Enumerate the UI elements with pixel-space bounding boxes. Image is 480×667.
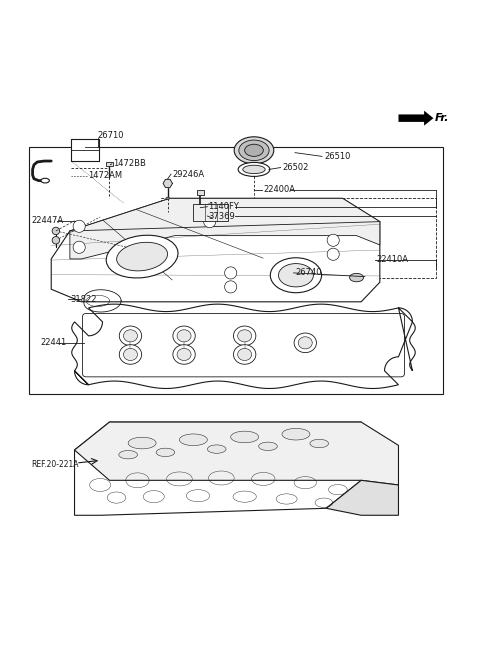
Ellipse shape	[243, 165, 265, 173]
Ellipse shape	[282, 428, 310, 440]
Circle shape	[73, 220, 85, 232]
Ellipse shape	[238, 163, 270, 176]
Polygon shape	[74, 422, 361, 516]
Ellipse shape	[119, 345, 142, 364]
Ellipse shape	[180, 434, 207, 446]
Ellipse shape	[233, 345, 256, 364]
Polygon shape	[398, 111, 433, 125]
Text: 29246A: 29246A	[172, 169, 204, 179]
Polygon shape	[74, 422, 398, 485]
Text: 26502: 26502	[282, 163, 308, 172]
Ellipse shape	[238, 329, 252, 342]
Ellipse shape	[294, 333, 316, 353]
Text: 26510: 26510	[324, 152, 350, 161]
Text: 22410A: 22410A	[376, 255, 408, 264]
Text: 26740: 26740	[295, 268, 322, 277]
Ellipse shape	[239, 140, 269, 161]
Polygon shape	[51, 198, 380, 301]
Ellipse shape	[310, 440, 329, 448]
Bar	[29, 147, 443, 394]
Bar	[161, 198, 436, 277]
Ellipse shape	[238, 348, 252, 361]
Ellipse shape	[298, 337, 312, 349]
Polygon shape	[70, 198, 380, 259]
Text: 1140FY: 1140FY	[208, 202, 239, 211]
Bar	[106, 162, 113, 165]
Text: 22400A: 22400A	[264, 185, 295, 195]
Polygon shape	[72, 304, 415, 388]
Ellipse shape	[177, 348, 191, 361]
Ellipse shape	[123, 348, 137, 361]
Ellipse shape	[128, 437, 156, 449]
Ellipse shape	[156, 448, 175, 456]
Bar	[197, 190, 204, 195]
Ellipse shape	[173, 345, 195, 364]
Text: 1472AM: 1472AM	[88, 171, 122, 181]
Circle shape	[52, 227, 60, 235]
Circle shape	[225, 281, 237, 293]
Ellipse shape	[207, 445, 226, 454]
Ellipse shape	[166, 197, 169, 199]
Ellipse shape	[173, 326, 195, 346]
Circle shape	[52, 237, 60, 244]
Ellipse shape	[106, 235, 178, 278]
Ellipse shape	[278, 263, 313, 287]
Ellipse shape	[233, 326, 256, 346]
Ellipse shape	[119, 326, 142, 346]
Text: Fr.: Fr.	[435, 113, 449, 123]
Ellipse shape	[119, 450, 137, 459]
Circle shape	[327, 234, 339, 246]
Text: 22441: 22441	[40, 338, 67, 348]
Polygon shape	[163, 179, 172, 187]
Ellipse shape	[41, 178, 49, 183]
Text: 22447A: 22447A	[31, 216, 63, 225]
Ellipse shape	[117, 242, 168, 271]
Ellipse shape	[123, 329, 137, 342]
Text: 31822: 31822	[70, 295, 96, 303]
Polygon shape	[326, 480, 398, 516]
Text: 26710: 26710	[98, 131, 124, 140]
Circle shape	[204, 215, 216, 227]
Circle shape	[225, 267, 237, 279]
Ellipse shape	[349, 273, 363, 281]
Bar	[193, 204, 228, 221]
Circle shape	[327, 248, 339, 260]
Ellipse shape	[234, 137, 274, 164]
Text: REF.20-221A: REF.20-221A	[31, 460, 79, 468]
Circle shape	[73, 241, 85, 253]
Ellipse shape	[177, 329, 191, 342]
Ellipse shape	[245, 144, 264, 156]
Text: 1472BB: 1472BB	[113, 159, 146, 168]
Bar	[71, 139, 99, 161]
Circle shape	[204, 204, 216, 216]
Ellipse shape	[231, 431, 259, 443]
Ellipse shape	[259, 442, 277, 450]
Text: 37369: 37369	[208, 211, 235, 221]
Ellipse shape	[270, 257, 322, 293]
